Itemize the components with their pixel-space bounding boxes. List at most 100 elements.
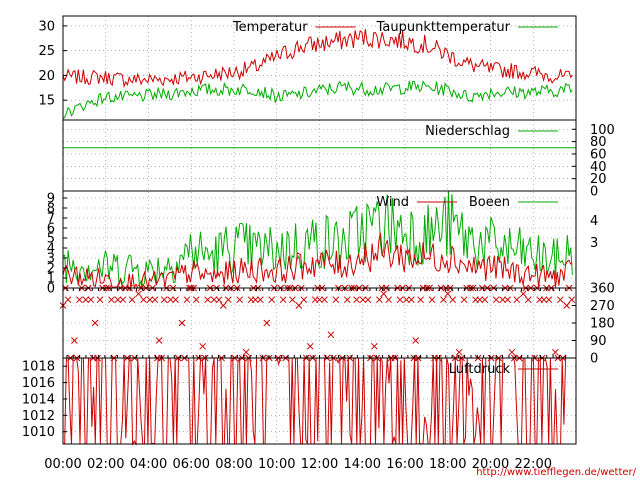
y-tick-label-right-3-1: 90 <box>590 334 607 349</box>
wind-dir-mark-b <box>128 296 136 304</box>
wind-dir-point-29-0 <box>371 342 378 350</box>
wind-dir-point-34-2 <box>428 296 436 304</box>
wind-dir-mark-b <box>353 296 360 304</box>
wind-dir-point-16-2 <box>236 296 244 304</box>
wind-dir-point-14-0 <box>210 296 218 304</box>
wind-dir-mark-b <box>524 296 532 304</box>
y-tick-label-left-0-2: 25 <box>38 44 55 59</box>
wind-dir-point-28-2 <box>364 296 372 304</box>
wind-dir-mark-b <box>146 296 154 304</box>
source-url-label: http://www.tiefflegen.de/wetter/ <box>476 467 636 478</box>
wind-dir-mark-b <box>476 296 484 304</box>
legend-label-1-0: Niederschlag <box>425 124 510 139</box>
wind-dir-mark-b <box>380 290 387 298</box>
x-tick-label-11: 22:00 <box>515 457 552 472</box>
wind-dir-point-47-0 <box>563 302 571 309</box>
wind-dir-point-8-2 <box>151 296 159 304</box>
wind-dir-mark-b <box>449 296 457 304</box>
wind-dir-point-19-2 <box>268 296 276 304</box>
wind-dir-point-4-2 <box>108 296 115 304</box>
wind-dir-point-28-0 <box>359 296 367 304</box>
legend-label-2-0: Wind <box>376 195 409 210</box>
wind-dir-mark-b <box>71 337 78 344</box>
wind-dir-point-11-2 <box>183 296 191 304</box>
y-tick-label-left-2-0: 0 <box>47 282 55 297</box>
wind-dir-point-11-0 <box>178 319 186 327</box>
wind-dir-point-26-2 <box>343 296 351 304</box>
wind-dir-mark-b <box>82 296 90 304</box>
x-tick-label-4: 08:00 <box>215 457 252 472</box>
wind-dir-point-46-2 <box>556 296 564 304</box>
y-tick-label-left-0-3: 30 <box>38 19 55 34</box>
wind-dir-point-31-2 <box>396 296 404 304</box>
wind-dir-mark-b <box>155 337 163 344</box>
y-tick-label-right-1-3: 60 <box>590 147 607 162</box>
wind-dir-mark-b <box>199 342 207 350</box>
wind-dir-mark-b <box>540 296 548 304</box>
wind-dir-mark-b <box>183 296 191 304</box>
wind-dir-point-5-2 <box>119 296 127 304</box>
wind-dir-point-36-0 <box>444 290 452 298</box>
y-tick-label-right-1-0: 0 <box>590 185 598 200</box>
y-tick-label-left-4-1: 1012 <box>22 409 55 424</box>
panel-frame-4 <box>62 357 577 445</box>
wind-dir-mark-b <box>295 302 303 309</box>
x-tick-label-6: 12:00 <box>301 457 338 472</box>
x-tick-label-7: 14:00 <box>344 457 381 472</box>
wind-dir-point-29-2 <box>375 296 383 304</box>
wind-dir-point-41-2 <box>504 296 511 304</box>
wind-dir-mark-b <box>492 296 500 304</box>
wind-dir-point-7-2 <box>140 296 147 304</box>
y-tick-label-left-2-7: 7 <box>47 212 55 227</box>
wind-dir-mark-b <box>375 296 383 304</box>
wind-dir-mark-b <box>91 319 99 327</box>
y-tick-label-right-3-0: 0 <box>590 352 598 367</box>
wind-dir-point-5-0 <box>114 296 122 304</box>
wind-dir-mark-b <box>135 290 142 298</box>
wind-dir-mark-b <box>279 296 287 304</box>
wind-dir-point-46-0 <box>551 348 559 356</box>
wind-dir-mark-b <box>96 296 104 304</box>
x-tick-label-8: 16:00 <box>386 457 423 472</box>
wind-dir-point-17-0 <box>242 348 250 356</box>
wind-dir-point-43-0 <box>519 290 527 298</box>
wind-dir-point-22-0 <box>295 302 303 309</box>
legend-label-0-0: Temperatur <box>232 20 308 35</box>
y-tick-label-right-3-3: 270 <box>590 299 615 314</box>
wind-dir-point-12-2 <box>192 296 200 304</box>
wind-dir-point-41-0 <box>499 296 506 304</box>
wind-dir-point-30-0 <box>380 290 387 298</box>
wind-dir-point-40-2 <box>492 296 500 304</box>
series-line-2-1 <box>62 190 573 288</box>
wind-dir-mark-b <box>455 348 463 356</box>
wind-dir-point-19-0 <box>263 319 271 327</box>
wind-dir-mark-b <box>563 302 571 309</box>
y-tick-label-left-2-1: 1 <box>47 272 55 287</box>
wind-dir-mark-b <box>263 319 271 327</box>
wind-dir-point-14-2 <box>215 296 223 304</box>
x-tick-label-3: 06:00 <box>173 457 210 472</box>
y-tick-label-left-4-4: 1018 <box>22 360 55 375</box>
tick-layer: 00:00 02:00 04:00 06:00 08:00 10:00 12:00 14:00… <box>22 19 615 472</box>
wind-dir-mark-b <box>359 296 367 304</box>
wind-dir-mark-b <box>499 296 506 304</box>
wind-dir-point-10-2 <box>172 296 179 304</box>
legend-layer: Taupunkttemperatur Temperatur Niederschlag… <box>232 20 558 377</box>
series-line-0-0 <box>62 29 573 89</box>
wind-dir-mark-b <box>236 296 244 304</box>
y-tick-label-right-1-1: 20 <box>590 172 607 187</box>
wind-dir-point-42-0 <box>508 348 516 356</box>
wind-dir-point-25-0 <box>327 331 335 339</box>
wind-dir-mark-b <box>519 290 527 298</box>
wind-dir-mark-b <box>119 296 127 304</box>
wind-dir-point-3-0 <box>91 319 99 327</box>
wind-dir-mark-b <box>343 296 351 304</box>
wind-dir-point-9-2 <box>160 296 168 304</box>
wind-dir-point-47-2 <box>568 296 576 304</box>
wind-dir-mark-b <box>108 296 115 304</box>
wind-dir-point-39-2 <box>481 296 489 304</box>
wind-dir-mark-b <box>403 296 410 304</box>
wind-dir-point-33-0 <box>412 337 420 344</box>
wind-dir-mark-b <box>204 296 211 304</box>
wind-dir-mark-b <box>114 296 122 304</box>
